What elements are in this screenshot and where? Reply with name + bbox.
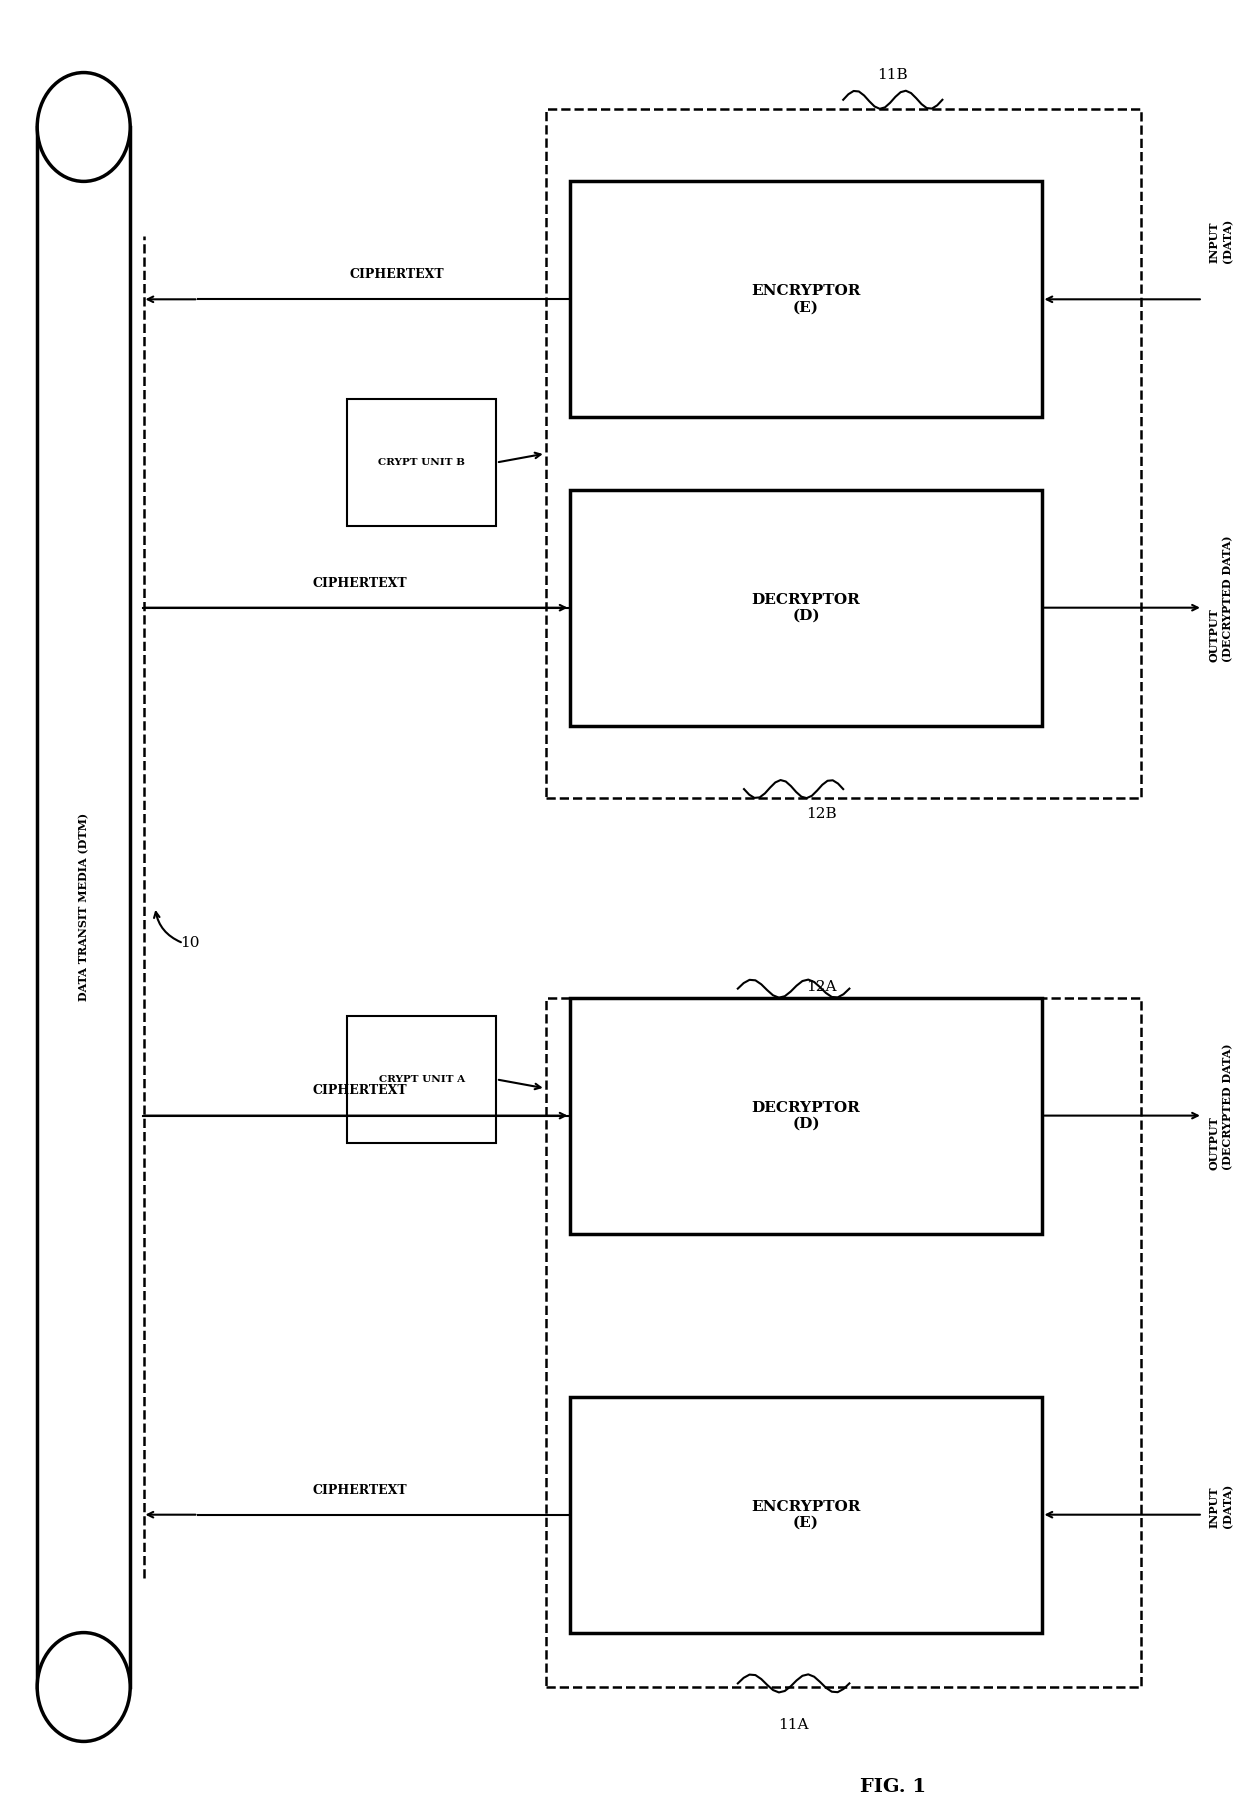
Text: CRYPT UNIT A: CRYPT UNIT A: [378, 1076, 465, 1083]
Text: DECRYPTOR
(D): DECRYPTOR (D): [751, 593, 861, 622]
FancyBboxPatch shape: [570, 490, 1042, 726]
Text: ENCRYPTOR
(E): ENCRYPTOR (E): [751, 285, 861, 314]
Ellipse shape: [37, 73, 130, 181]
Text: CIPHERTEXT: CIPHERTEXT: [312, 1484, 407, 1497]
Text: CIPHERTEXT: CIPHERTEXT: [312, 1085, 407, 1097]
Text: CIPHERTEXT: CIPHERTEXT: [350, 268, 444, 281]
Text: 10: 10: [180, 936, 200, 951]
FancyBboxPatch shape: [570, 181, 1042, 417]
Text: DATA TRANSIT MEDIA (DTM): DATA TRANSIT MEDIA (DTM): [78, 813, 89, 1001]
Text: INPUT
(DATA): INPUT (DATA): [1209, 219, 1233, 263]
Text: OUTPUT
(DECRYPTED DATA): OUTPUT (DECRYPTED DATA): [1209, 1043, 1233, 1170]
Text: FIG. 1: FIG. 1: [859, 1778, 926, 1796]
Text: 11B: 11B: [878, 67, 908, 82]
FancyBboxPatch shape: [347, 399, 496, 526]
Text: 11A: 11A: [779, 1718, 808, 1732]
Text: OUTPUT
(DECRYPTED DATA): OUTPUT (DECRYPTED DATA): [1209, 535, 1233, 662]
Text: 12A: 12A: [806, 980, 837, 994]
Text: 12B: 12B: [806, 807, 837, 822]
FancyBboxPatch shape: [570, 998, 1042, 1234]
FancyBboxPatch shape: [546, 109, 1141, 798]
Text: DECRYPTOR
(D): DECRYPTOR (D): [751, 1101, 861, 1130]
Text: ENCRYPTOR
(E): ENCRYPTOR (E): [751, 1500, 861, 1529]
Text: CRYPT UNIT B: CRYPT UNIT B: [378, 459, 465, 466]
FancyBboxPatch shape: [546, 998, 1141, 1687]
Text: INPUT
(DATA): INPUT (DATA): [1209, 1484, 1233, 1527]
Text: CIPHERTEXT: CIPHERTEXT: [312, 577, 407, 590]
Bar: [37, 127, 130, 1687]
Ellipse shape: [37, 1633, 130, 1741]
FancyBboxPatch shape: [570, 1397, 1042, 1633]
FancyBboxPatch shape: [347, 1016, 496, 1143]
